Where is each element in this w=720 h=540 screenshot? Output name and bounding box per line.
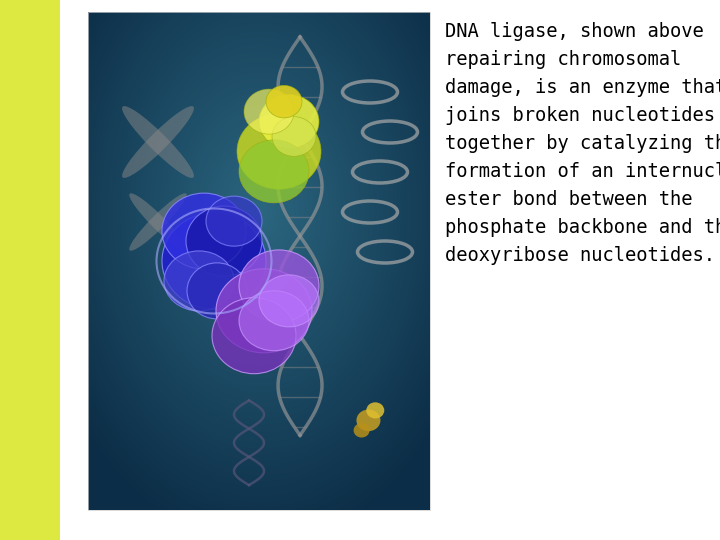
Ellipse shape	[130, 193, 186, 251]
Ellipse shape	[356, 409, 380, 431]
Bar	[88, 12, 430, 510]
Ellipse shape	[122, 106, 194, 178]
Ellipse shape	[122, 106, 194, 178]
Text: phosphate backbone and the: phosphate backbone and the	[445, 218, 720, 237]
Text: ester bond between the: ester bond between the	[445, 190, 693, 209]
Text: deoxyribose nucleotides.: deoxyribose nucleotides.	[445, 246, 715, 265]
Text: formation of an internucleotide: formation of an internucleotide	[445, 162, 720, 181]
Ellipse shape	[206, 196, 262, 246]
Text: repairing chromosomal: repairing chromosomal	[445, 50, 681, 69]
Ellipse shape	[239, 250, 319, 322]
Ellipse shape	[130, 193, 186, 251]
Ellipse shape	[237, 113, 321, 189]
Ellipse shape	[354, 423, 369, 437]
Ellipse shape	[259, 275, 319, 327]
Text: damage, is an enzyme that: damage, is an enzyme that	[445, 78, 720, 97]
Bar	[0, 0, 60, 540]
Ellipse shape	[239, 140, 309, 203]
Ellipse shape	[239, 291, 309, 351]
Ellipse shape	[212, 298, 296, 374]
Ellipse shape	[162, 213, 266, 309]
Ellipse shape	[186, 206, 262, 276]
Text: DNA ligase, shown above: DNA ligase, shown above	[445, 22, 703, 41]
Ellipse shape	[272, 117, 316, 156]
Ellipse shape	[216, 269, 312, 353]
Ellipse shape	[162, 193, 246, 269]
Text: joins broken nucleotides: joins broken nucleotides	[445, 106, 715, 125]
Text: together by catalyzing the: together by catalyzing the	[445, 134, 720, 153]
Ellipse shape	[244, 89, 294, 134]
Ellipse shape	[187, 263, 247, 319]
Ellipse shape	[366, 402, 384, 418]
Ellipse shape	[266, 85, 302, 118]
Ellipse shape	[164, 251, 234, 311]
Ellipse shape	[259, 94, 319, 149]
